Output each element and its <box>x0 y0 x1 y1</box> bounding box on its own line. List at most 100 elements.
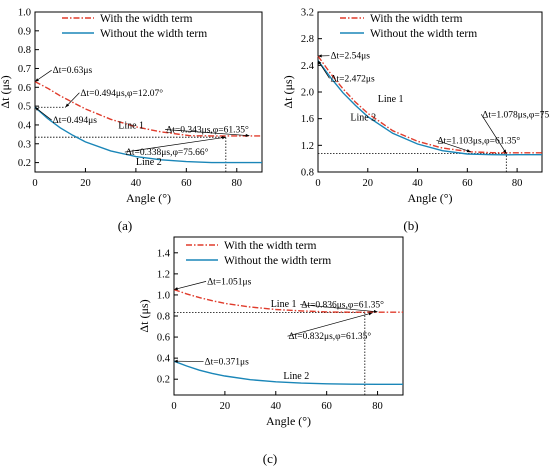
x-tick-label: 40 <box>271 401 282 412</box>
annotation-arrow <box>436 140 471 153</box>
y-tick-label: 0.2 <box>157 375 170 386</box>
annotation-arrowhead <box>221 136 226 140</box>
series-line-with-width <box>173 288 403 313</box>
y-tick-label: 1.0 <box>157 290 170 301</box>
y-tick-label: 2.0 <box>301 88 314 99</box>
legend-label: Without the width term <box>100 28 207 40</box>
y-tick-label: 1.2 <box>157 269 170 280</box>
x-tick-label: 40 <box>131 178 142 189</box>
legend-label: Without the width term <box>370 28 477 40</box>
series-line-with-width <box>317 55 542 154</box>
annotation-label: Δt=0.343μs,φ=61.35° <box>166 124 249 135</box>
line-label: Line 1 <box>378 94 404 105</box>
annotation-label: Δt=0.832μs,φ=61.35° <box>289 331 372 342</box>
line-label: Line 1 <box>271 299 297 310</box>
annotation-label: Δt=0.338μs,φ=75.66° <box>126 147 209 158</box>
annotation-label: Δt=0.836μs,φ=61.35° <box>301 300 384 311</box>
y-tick-label: 3.2 <box>301 8 314 19</box>
x-tick-label: 80 <box>232 178 243 189</box>
y-tick-label: 1.2 <box>301 141 314 152</box>
panel-label: (b) <box>403 218 418 233</box>
annotation-arrow <box>165 129 250 137</box>
y-tick-label: 0.3 <box>18 139 31 150</box>
chart-panel-2: 0 20 40 60 80 0.8 1.2 1.6 2.0 2.4 2.8 3.2 Angle (°) Δ… <box>281 8 550 234</box>
x-tick-label: 60 <box>181 178 192 189</box>
annotation-arrow <box>480 114 507 154</box>
series-line-without-width <box>34 106 262 164</box>
annotation-arrowhead <box>174 287 178 291</box>
line-label: Line 2 <box>283 371 309 382</box>
series-line-without-width <box>173 360 403 385</box>
x-tick-label: 40 <box>412 178 423 189</box>
y-tick-label: 0.9 <box>18 26 31 37</box>
annotation-label: Δt=0.371μs <box>205 357 250 367</box>
y-axis-label: Δt (μs) <box>0 75 12 108</box>
y-tick-label: 0.7 <box>18 64 31 75</box>
y-tick-label: 0.4 <box>18 120 32 131</box>
x-tick-label: 80 <box>512 178 523 189</box>
annotation-arrowhead <box>65 103 70 108</box>
x-tick-label: 60 <box>321 401 332 412</box>
annotation-arrowhead <box>503 149 507 154</box>
annotation-label: Δt=1.051μs <box>207 277 252 287</box>
annotation-arrow <box>173 281 207 290</box>
legend-label: With the width term <box>370 13 463 25</box>
annotation-label: Δt=0.494μs,φ=12.07° <box>80 88 163 99</box>
chart-panel-3: 0 20 40 60 80 0.2 0.4 0.6 0.8 1.0 1.2 1.4 Angle (°) Δ… <box>137 236 404 466</box>
y-tick-label: 0.8 <box>301 168 314 179</box>
panel-label: (a) <box>118 218 132 233</box>
legend-label: With the width term <box>224 240 317 252</box>
x-tick-label: 80 <box>372 401 383 412</box>
x-tick-label: 0 <box>32 178 37 189</box>
annotation-arrowhead <box>318 60 322 65</box>
plot-frame <box>34 11 263 173</box>
line-label: Line 2 <box>136 157 162 168</box>
annotation-label: Δt=1.078μs,φ=75.66° <box>482 109 550 120</box>
annotation-arrowhead <box>174 359 178 363</box>
annotation-arrowhead <box>35 107 39 111</box>
panel-label: (c) <box>263 451 277 466</box>
x-axis-label: Angle (°) <box>407 191 452 205</box>
x-tick-label: 20 <box>363 178 374 189</box>
x-tick-label: 0 <box>171 401 176 412</box>
y-axis-label: Δt (μs) <box>281 75 295 108</box>
annotation-arrow <box>287 312 373 337</box>
y-tick-label: 0.4 <box>157 354 171 365</box>
annotation-arrow <box>300 304 378 313</box>
legend-label: Without the width term <box>224 255 331 267</box>
x-axis-label: Angle (°) <box>126 191 171 205</box>
y-tick-label: 2.8 <box>301 34 314 45</box>
legend-label: With the width term <box>100 13 193 25</box>
x-tick-label: 60 <box>462 178 473 189</box>
series-line-with-width <box>34 80 262 137</box>
annotation-arrowhead <box>245 133 250 137</box>
annotation-arrowhead <box>318 54 322 58</box>
x-tick-label: 0 <box>315 178 320 189</box>
line-label: Line 2 <box>350 113 376 124</box>
annotation-arrowhead <box>35 78 39 82</box>
y-axis-label: Δt (μs) <box>137 299 151 332</box>
annotation-arrowhead <box>373 309 378 313</box>
y-tick-label: 1.0 <box>18 8 31 19</box>
series-line-without-width <box>317 60 542 156</box>
x-tick-label: 20 <box>220 401 231 412</box>
y-tick-label: 0.6 <box>18 83 31 94</box>
annotation-label: Δt=2.54μs <box>330 52 370 62</box>
annotation-arrowhead <box>466 149 471 153</box>
annotation-label: Δt=1.103μs,φ=61.35° <box>437 135 520 146</box>
chart-panel-1: 0 20 40 60 80 0.2 0.3 0.4 0.5 0.6 0.7 0.8 0.9 1.0 Angl… <box>0 8 263 233</box>
y-tick-label: 1.4 <box>157 248 171 259</box>
y-tick-label: 0.8 <box>157 312 170 323</box>
y-tick-label: 0.6 <box>157 333 170 344</box>
y-tick-label: 1.6 <box>301 114 314 125</box>
y-tick-label: 0.8 <box>18 45 31 56</box>
y-tick-label: 0.5 <box>18 102 31 113</box>
annotation-label: Δt=2.472μs <box>330 74 375 84</box>
annotation-arrowhead <box>368 312 373 316</box>
line-label: Line 1 <box>118 121 144 132</box>
y-tick-label: 0.2 <box>18 158 31 169</box>
annotation-arrow <box>124 136 226 153</box>
annotation-label: Δt=0.63μs <box>53 66 93 76</box>
x-axis-label: Angle (°) <box>266 414 311 428</box>
